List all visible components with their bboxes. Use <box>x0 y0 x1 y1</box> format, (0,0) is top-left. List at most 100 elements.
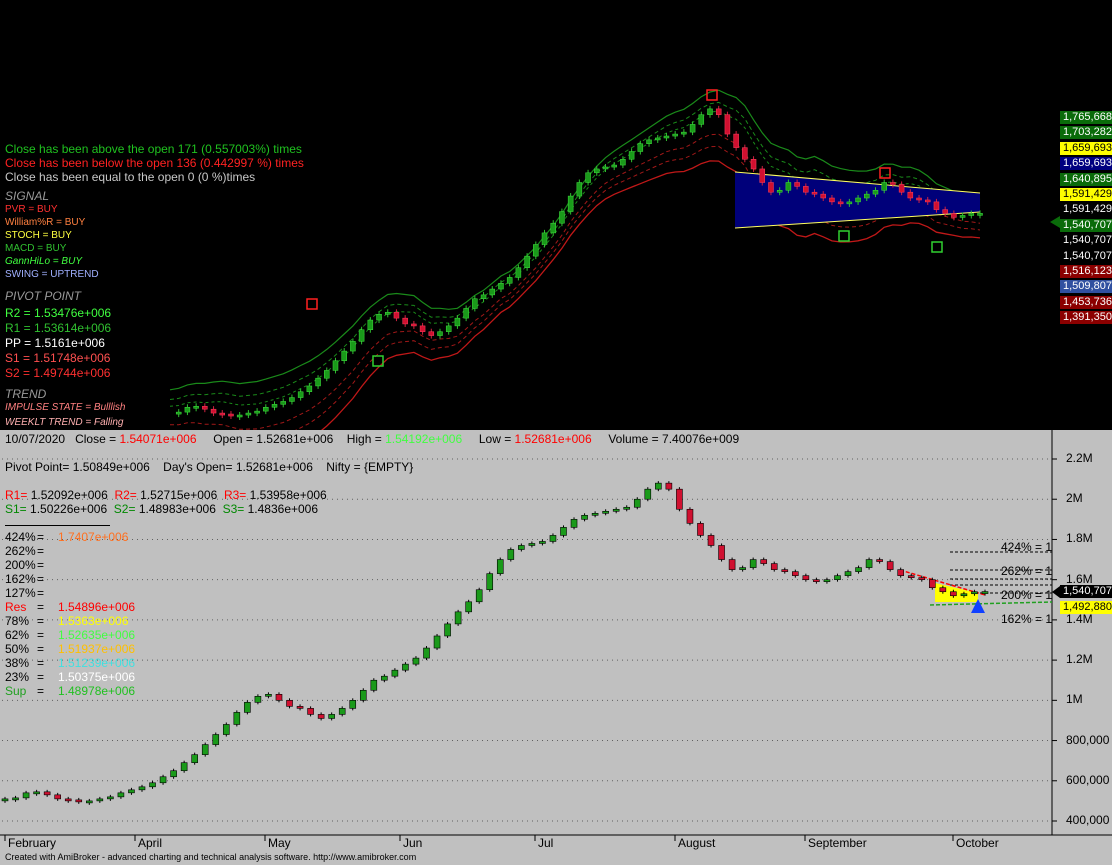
fib-label: 78% <box>5 614 30 628</box>
pivot-item: S2 = 1.49744e+006 <box>5 366 111 380</box>
fib-divider <box>5 525 110 526</box>
top-candle <box>759 168 766 183</box>
top-candle <box>672 133 678 137</box>
top-candle <box>202 406 208 410</box>
candle <box>265 693 272 697</box>
top-candle <box>585 172 591 183</box>
support-trendline <box>929 601 1053 606</box>
fib-label: 262% <box>5 544 36 558</box>
candle <box>191 754 198 763</box>
candle <box>254 696 262 703</box>
candle <box>12 797 19 801</box>
top-candle <box>881 182 887 191</box>
axis-price-tag: 1,509,807 <box>1060 280 1112 294</box>
candle <box>623 506 631 510</box>
top-candle <box>533 244 539 257</box>
fib-value: 1.50375e+006 <box>58 670 136 684</box>
last-price-arrow-bottom <box>1052 586 1060 598</box>
close-label: Close = <box>75 432 117 446</box>
low-value: 1.52681e+006 <box>514 432 592 446</box>
signal-item: SWING = UPTREND <box>5 269 99 280</box>
axis-price-tag: 1,659,693 <box>1060 157 1112 171</box>
y-tick-label: 1.2M <box>1066 652 1093 667</box>
right-fib-label: 262% = 1 <box>1001 564 1053 578</box>
top-candle <box>742 147 748 160</box>
bottom-chart-pane[interactable]: 10/07/2020 Close = 1.54071e+006 Open = 1… <box>0 430 1112 865</box>
open-value: 1.52681e+006 <box>256 432 334 446</box>
sell-marker <box>706 89 718 101</box>
candle <box>465 601 472 613</box>
candle <box>233 712 241 725</box>
month-label: April <box>138 836 163 850</box>
pivot-title: PIVOT POINT <box>5 289 82 303</box>
month-label: October <box>956 836 999 850</box>
fib-value: 1.5363e+006 <box>58 614 129 628</box>
axis-price-tag: 1,540,707 <box>1060 249 1112 263</box>
month-label: Jul <box>538 836 554 850</box>
footer-credit: Created with AmiBroker - advanced charti… <box>5 852 417 862</box>
top-candle <box>811 191 818 195</box>
candle <box>560 527 567 536</box>
r1-value: 1.52092e+006 <box>30 488 108 502</box>
candle <box>570 519 578 528</box>
candle <box>760 559 768 564</box>
trend-item: IMPULSE STATE = Bulllish <box>5 402 126 413</box>
fib-eq: = <box>37 670 45 684</box>
y-tick-label: 400,000 <box>1066 813 1110 827</box>
candle <box>591 513 599 516</box>
volume-value: 7.40076e+009 <box>662 432 740 446</box>
top-candle <box>411 323 417 327</box>
sell-marker <box>879 167 891 179</box>
candle <box>170 770 177 778</box>
top-candle <box>689 124 696 133</box>
top-candle <box>472 298 478 309</box>
candle <box>876 559 883 562</box>
y-tick-label: 1.6M <box>1066 571 1093 586</box>
top-candle <box>315 377 321 387</box>
candle <box>96 798 104 802</box>
candle <box>128 789 135 794</box>
candle <box>739 567 746 570</box>
candle <box>149 782 156 788</box>
candle <box>486 573 494 591</box>
top-candle <box>263 407 269 412</box>
top-candle <box>358 329 365 342</box>
day-open-value: 1.52681e+006 <box>235 460 313 474</box>
top-candle <box>855 197 861 203</box>
resistance-trendline <box>899 569 986 596</box>
top-candle <box>794 182 800 187</box>
r3-label: R3= <box>223 488 247 502</box>
top-candle <box>402 317 408 325</box>
candle <box>64 798 72 802</box>
signal-title: SIGNAL <box>5 189 50 203</box>
month-label: August <box>678 836 716 850</box>
trend-title: TREND <box>5 387 47 401</box>
s3-value: 1.4836e+006 <box>247 502 319 516</box>
last-price-arrow <box>1050 216 1060 228</box>
top-candle <box>280 401 286 405</box>
stat-above: Close has been above the open 171 (0.557… <box>5 142 302 156</box>
candle <box>33 791 40 795</box>
channel-band-5 <box>321 160 981 430</box>
candle <box>855 567 862 572</box>
fib-eq: = <box>37 614 45 628</box>
top-candle <box>541 232 548 245</box>
top-candle <box>785 182 792 191</box>
price-tag: 1,492,880 <box>1060 601 1112 614</box>
top-candle <box>942 209 948 214</box>
top-chart-pane[interactable]: Close has been above the open 171 (0.557… <box>0 0 1112 430</box>
fib-label: 50% <box>5 642 30 656</box>
top-candle <box>829 197 835 203</box>
top-candle <box>236 414 243 418</box>
right-fib-label: 200% = 1 <box>1001 588 1053 602</box>
candle <box>728 559 736 570</box>
candle <box>886 561 894 570</box>
top-candle <box>428 331 435 336</box>
candle <box>539 541 546 544</box>
candle <box>602 510 609 514</box>
r3-value: 1.53958e+006 <box>249 488 327 502</box>
candle <box>222 724 230 735</box>
fib-value: 1.51937e+006 <box>58 642 136 656</box>
candle <box>844 571 852 576</box>
month-label: Jun <box>403 836 423 850</box>
